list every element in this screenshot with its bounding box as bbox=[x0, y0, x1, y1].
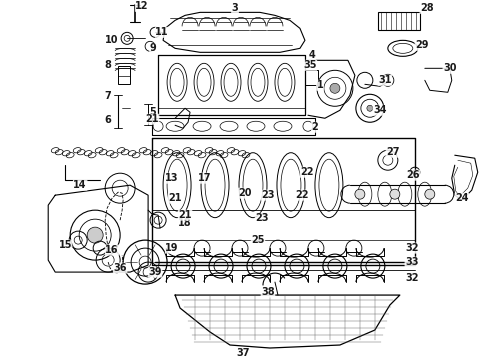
Text: 36: 36 bbox=[113, 263, 127, 273]
Text: 33: 33 bbox=[405, 257, 418, 267]
Text: 37: 37 bbox=[236, 348, 250, 358]
Text: 1: 1 bbox=[317, 80, 323, 90]
Circle shape bbox=[87, 227, 103, 243]
Text: 28: 28 bbox=[420, 3, 434, 13]
Text: 11: 11 bbox=[155, 27, 169, 37]
Text: 5: 5 bbox=[150, 107, 156, 117]
Text: 32: 32 bbox=[405, 273, 418, 283]
Circle shape bbox=[425, 189, 435, 199]
Text: 24: 24 bbox=[455, 193, 468, 203]
Circle shape bbox=[390, 189, 400, 199]
Text: 6: 6 bbox=[105, 115, 112, 125]
Text: 23: 23 bbox=[255, 213, 269, 223]
Text: 7: 7 bbox=[105, 91, 112, 101]
Text: 23: 23 bbox=[261, 190, 275, 200]
Text: 35: 35 bbox=[303, 60, 317, 70]
Circle shape bbox=[330, 83, 340, 93]
Text: 21: 21 bbox=[169, 193, 182, 203]
Text: 10: 10 bbox=[105, 35, 119, 45]
Bar bbox=[118, 66, 130, 84]
Text: 22: 22 bbox=[300, 167, 314, 177]
Text: 38: 38 bbox=[261, 287, 275, 297]
Text: 16: 16 bbox=[105, 245, 119, 255]
Text: 25: 25 bbox=[251, 235, 265, 245]
Text: 32: 32 bbox=[405, 243, 418, 253]
Text: 14: 14 bbox=[74, 180, 87, 190]
Text: 2: 2 bbox=[312, 122, 318, 132]
Circle shape bbox=[355, 189, 365, 199]
Text: 15: 15 bbox=[58, 240, 72, 250]
Text: 31: 31 bbox=[378, 75, 392, 85]
Text: 34: 34 bbox=[373, 105, 387, 115]
Text: 4: 4 bbox=[309, 50, 315, 60]
Text: 18: 18 bbox=[178, 218, 192, 228]
Text: 22: 22 bbox=[295, 190, 309, 200]
Text: 26: 26 bbox=[406, 170, 419, 180]
Text: 9: 9 bbox=[150, 43, 156, 53]
Text: 8: 8 bbox=[105, 60, 112, 70]
Text: 21: 21 bbox=[178, 210, 192, 220]
Text: 12: 12 bbox=[135, 1, 149, 12]
Text: 21: 21 bbox=[146, 114, 159, 124]
Text: 29: 29 bbox=[415, 40, 429, 50]
Text: 30: 30 bbox=[443, 63, 457, 73]
Text: 19: 19 bbox=[165, 243, 179, 253]
Text: 17: 17 bbox=[198, 173, 212, 183]
Text: 20: 20 bbox=[238, 188, 252, 198]
Text: 3: 3 bbox=[232, 3, 239, 13]
Text: 13: 13 bbox=[165, 173, 179, 183]
Circle shape bbox=[413, 170, 417, 174]
Text: 27: 27 bbox=[386, 147, 399, 157]
Circle shape bbox=[367, 105, 373, 111]
Bar bbox=[378, 12, 420, 30]
Text: 39: 39 bbox=[148, 267, 162, 277]
